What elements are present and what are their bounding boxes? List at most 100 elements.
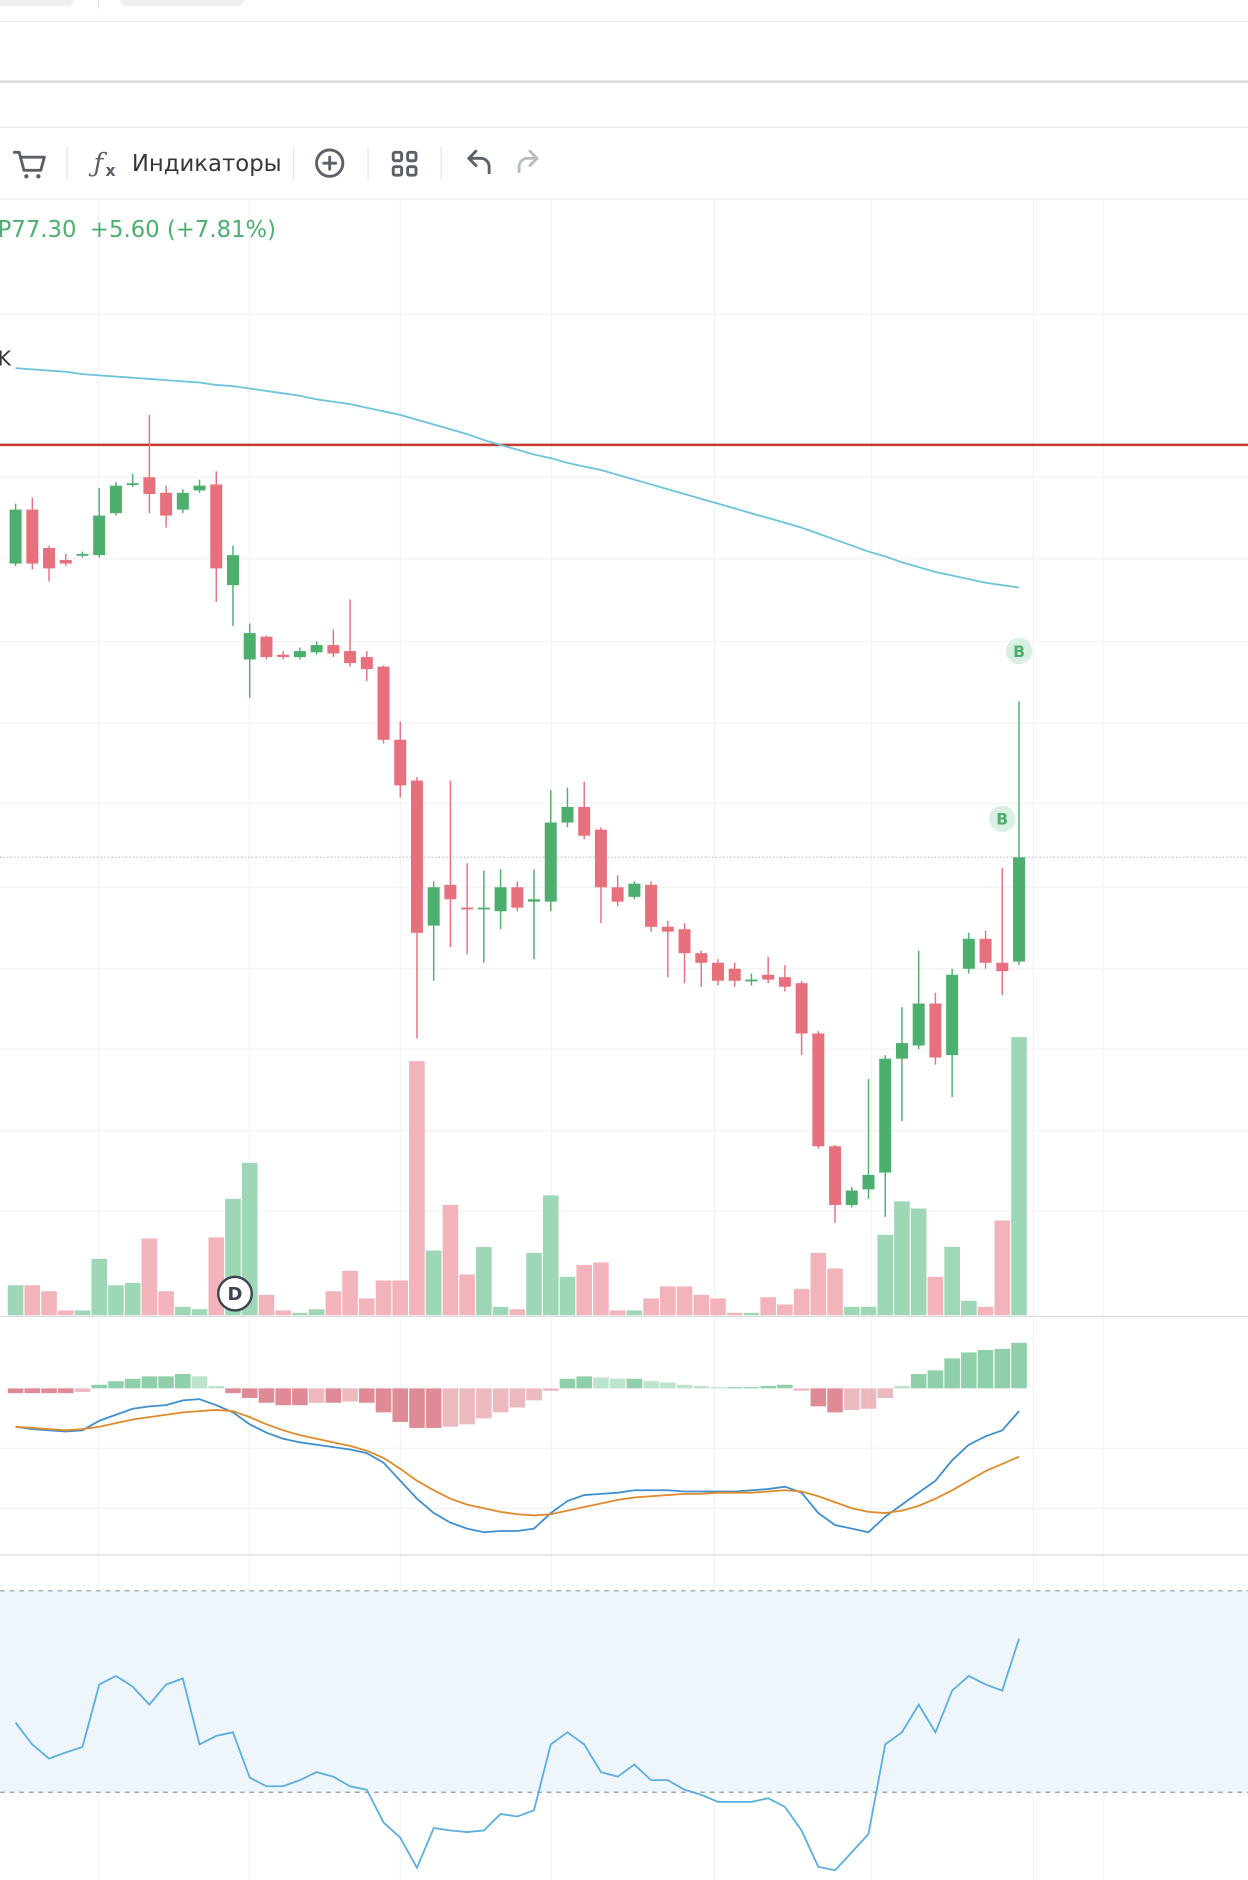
volume-bar (810, 1252, 827, 1316)
plus-icon (322, 155, 338, 171)
dividend-marker-badge (216, 1275, 253, 1312)
volume-bar (7, 1285, 24, 1316)
candle-body (544, 822, 557, 902)
macd-histogram-bar (660, 1382, 676, 1389)
volume-bar (57, 1310, 74, 1316)
macd-histogram-bar (442, 1388, 459, 1427)
macd-histogram-bar (559, 1378, 576, 1389)
indicators-button[interactable]: ƒ x Индикаторы (89, 148, 282, 180)
tab[interactable] (119, 0, 245, 7)
volume-bar (292, 1312, 308, 1316)
cart-button[interactable] (12, 150, 46, 179)
volume-bar (492, 1306, 509, 1316)
macd-histogram-bar (492, 1388, 509, 1413)
volume-bar (643, 1298, 659, 1316)
candle-body (477, 907, 490, 910)
candle-body (594, 829, 607, 888)
ma-label: K (0, 347, 12, 371)
cart-icon (12, 150, 46, 172)
macd-histogram-bar (860, 1388, 877, 1409)
macd-histogram-bar (175, 1373, 191, 1389)
macd-histogram-bar (676, 1384, 693, 1389)
macd-histogram-bar (24, 1388, 41, 1394)
undo-button[interactable] (467, 149, 491, 175)
macd-histogram-bar (191, 1376, 208, 1389)
candle-body (895, 1043, 908, 1059)
dividend-marker-label: D (228, 1284, 243, 1305)
macd-histogram-bar (241, 1388, 258, 1398)
volume-bar (977, 1306, 994, 1316)
candle-body (762, 974, 775, 980)
moving-average (15, 367, 1020, 589)
volume-bar (894, 1201, 910, 1316)
volume-bar (24, 1285, 41, 1316)
candle-body (661, 926, 674, 932)
candle-body (176, 492, 189, 510)
signal-marker[interactable]: B (989, 805, 1016, 833)
signal-marker[interactable]: B (1005, 637, 1033, 665)
candle-body (745, 979, 758, 982)
add-button[interactable] (315, 148, 345, 178)
cart-icon (36, 174, 41, 179)
macd-histogram-bar (158, 1376, 174, 1389)
candle-body (143, 477, 156, 495)
macd-histogram-bar (827, 1388, 843, 1413)
volume-bar (593, 1262, 609, 1316)
fx-icon: x (105, 162, 115, 180)
macd-histogram-bar (693, 1385, 710, 1389)
macd-histogram-bar (542, 1388, 559, 1391)
candle-body (578, 806, 591, 836)
candle-body (327, 645, 340, 654)
volume-bar (425, 1250, 442, 1316)
macd-histogram-bar (57, 1388, 74, 1394)
macd-histogram-bar (258, 1388, 275, 1403)
candle-body (344, 651, 357, 664)
macd-histogram-bar (777, 1384, 793, 1389)
volume-bar (710, 1298, 726, 1316)
candle-body (778, 977, 791, 987)
grid-icon (406, 165, 418, 177)
candle-body (43, 547, 56, 569)
fx-icon: ƒ (89, 148, 108, 178)
candle-body (377, 666, 390, 740)
volume-bar (961, 1300, 977, 1316)
macd-histogram-bar (275, 1388, 291, 1406)
macd-histogram-bar (74, 1388, 91, 1392)
macd-histogram-bar (91, 1384, 107, 1389)
candle-body (26, 509, 39, 564)
tab[interactable] (0, 0, 75, 7)
volume-bar (124, 1282, 141, 1316)
macd-histogram-bar (576, 1376, 592, 1389)
macd-line (15, 1398, 1020, 1534)
cart-icon (24, 174, 29, 179)
macd-histogram-bar (375, 1388, 392, 1413)
candle-body (260, 636, 273, 658)
volume-bar (743, 1312, 760, 1316)
redo-button[interactable] (517, 149, 539, 173)
candle-body (678, 929, 691, 954)
volume-bar (91, 1258, 107, 1316)
candle-body (711, 962, 724, 981)
volume-bar (158, 1291, 174, 1316)
macd-histogram-bar (459, 1388, 475, 1425)
volume-bar (325, 1291, 342, 1316)
volume-bar (509, 1309, 526, 1316)
macd-histogram-bar (308, 1388, 325, 1403)
dividend-marker[interactable]: D (216, 1275, 253, 1312)
candle-body (76, 553, 89, 556)
volume-bar (877, 1234, 894, 1316)
volume-bar (676, 1286, 693, 1316)
candle-body (109, 485, 122, 514)
signal-marker-badge (1005, 637, 1033, 665)
signal-marker-badge (989, 805, 1016, 833)
volume-bar (241, 1162, 258, 1316)
volume-bar (442, 1204, 459, 1316)
volume-bar (275, 1310, 291, 1316)
macd-histogram-bar (593, 1377, 609, 1389)
volume-bar (108, 1285, 124, 1316)
layout-button[interactable] (391, 150, 418, 177)
candle-body (227, 555, 239, 586)
rsi-band (0, 1590, 1248, 1793)
volume-bar (626, 1310, 643, 1316)
candle-body (979, 938, 992, 963)
